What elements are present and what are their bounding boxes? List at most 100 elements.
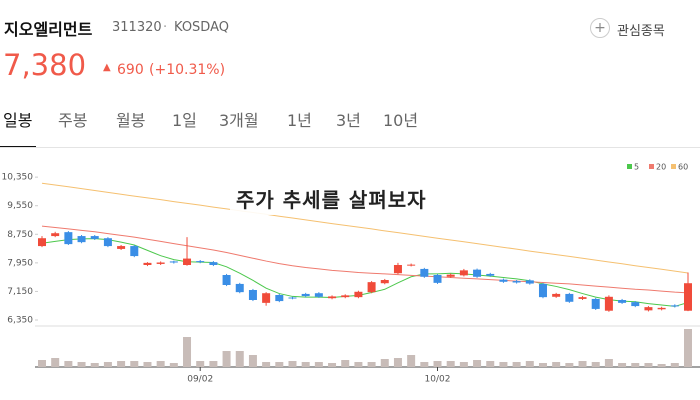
price: 7,380 xyxy=(3,48,87,82)
candle-body xyxy=(684,283,692,311)
volume-bar xyxy=(341,360,350,367)
candle-body xyxy=(644,307,653,311)
volume-bar xyxy=(644,363,653,367)
candle-body xyxy=(525,280,534,284)
candle-body xyxy=(618,300,627,303)
y-tick-label: 8,750 xyxy=(7,230,33,240)
candle-body xyxy=(459,270,468,276)
volume-bar xyxy=(446,361,455,367)
x-tick-label: 10/02 xyxy=(425,375,451,385)
volume-bar xyxy=(262,362,271,367)
volume-bar xyxy=(209,361,218,367)
stock-name: 지오엘리먼트 xyxy=(4,20,93,39)
y-tick-label: 7,950 xyxy=(7,258,33,268)
legend-swatch xyxy=(627,164,632,169)
y-tick-label: 10,350 xyxy=(2,173,34,183)
volume-bar xyxy=(64,361,73,367)
legend-label: 5 xyxy=(634,163,639,172)
volume-bar xyxy=(578,361,587,367)
volume-bar xyxy=(591,362,600,367)
candle-body xyxy=(196,261,205,263)
candle-body xyxy=(631,302,640,307)
tab[interactable]: 3년 xyxy=(336,111,361,130)
candle-body xyxy=(183,258,192,265)
divider xyxy=(0,147,700,148)
volume-bar xyxy=(618,363,627,367)
candle-body xyxy=(446,274,455,277)
volume-bar xyxy=(130,361,139,367)
candle-body xyxy=(90,236,99,239)
volume-bar xyxy=(235,351,244,367)
watch-button[interactable]: 관심종목 xyxy=(617,24,665,39)
candle-body xyxy=(38,238,46,247)
volume-bar xyxy=(275,362,284,367)
candle-body xyxy=(380,280,389,284)
candle-body xyxy=(262,293,271,303)
candle-body xyxy=(565,293,574,302)
legend-label: 60 xyxy=(678,163,688,172)
y-tick-label: 6,350 xyxy=(7,316,33,326)
candle-body xyxy=(499,279,508,282)
candle-body xyxy=(288,297,297,299)
candle-body xyxy=(604,296,613,311)
volume-bar xyxy=(604,359,613,367)
change-percent: (+10.31%) xyxy=(149,62,226,78)
candle-body xyxy=(314,293,323,297)
candle-body xyxy=(341,295,350,298)
volume-bar xyxy=(314,362,323,367)
candle-body xyxy=(552,293,561,297)
legend-swatch xyxy=(671,164,676,169)
candle-body xyxy=(473,269,482,277)
overlay-caption: 주가 추세를 살펴보자 xyxy=(230,182,433,215)
moving-average-line xyxy=(41,225,689,294)
candle-body xyxy=(578,297,587,299)
tab[interactable]: 1일 xyxy=(172,111,197,130)
add-icon[interactable]: + xyxy=(590,18,610,38)
candle-body xyxy=(407,264,416,266)
candle-body xyxy=(354,291,363,298)
volume-bar xyxy=(407,355,416,367)
tab[interactable]: 10년 xyxy=(383,111,419,130)
volume-bar xyxy=(670,363,679,367)
candle-body xyxy=(420,268,429,277)
volume-bar xyxy=(565,363,574,367)
volume-bar xyxy=(380,359,389,367)
up-arrow: ▲ xyxy=(103,62,111,73)
candle-body xyxy=(143,262,152,265)
candle-body xyxy=(117,246,126,249)
candle-body xyxy=(248,290,257,300)
y-tick-label: 9,550 xyxy=(7,201,33,211)
tab[interactable]: 월봉 xyxy=(116,111,146,130)
candle-body xyxy=(367,282,376,293)
candle-body xyxy=(486,273,495,276)
legend-label: 20 xyxy=(656,163,666,172)
tab[interactable]: 3개월 xyxy=(219,111,259,130)
separator: · xyxy=(163,20,168,35)
volume-bar xyxy=(499,362,508,367)
candle-body xyxy=(209,262,218,265)
tab[interactable]: 주봉 xyxy=(58,111,88,130)
candle-body xyxy=(51,233,60,237)
candle-body xyxy=(156,262,165,264)
candle-body xyxy=(130,246,139,257)
volume-bar xyxy=(512,362,521,367)
candle-body xyxy=(538,283,547,298)
candle-body xyxy=(393,265,402,274)
tab[interactable]: 일봉 xyxy=(3,111,33,130)
volume-bar xyxy=(248,355,257,367)
volume-bar xyxy=(420,362,429,367)
volume-bar xyxy=(196,361,205,367)
volume-bar xyxy=(552,362,561,367)
candle-body xyxy=(657,307,666,310)
legend-swatch xyxy=(649,164,654,169)
volume-bar xyxy=(393,358,402,367)
volume-bar xyxy=(657,364,666,367)
volume-bar xyxy=(38,360,46,367)
candle-body xyxy=(103,238,112,247)
change: 690 xyxy=(117,62,144,78)
candle-body xyxy=(433,275,442,283)
volume-bar xyxy=(473,360,482,367)
candle-body xyxy=(328,296,337,299)
tab[interactable]: 1년 xyxy=(287,111,312,130)
